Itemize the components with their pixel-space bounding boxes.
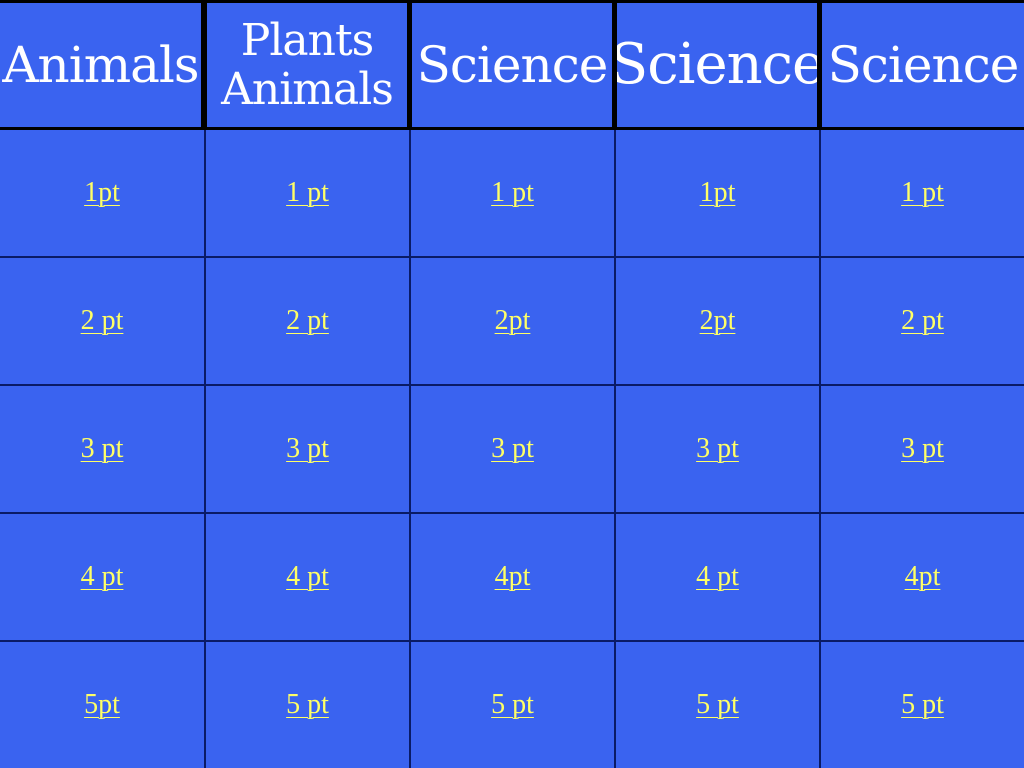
question-cell[interactable]: 4 pt [206, 514, 409, 640]
question-cell[interactable]: 2pt [616, 258, 819, 384]
grid-divider [409, 130, 411, 768]
point-link[interactable]: 2 pt [80, 305, 124, 336]
point-link[interactable]: 5 pt [491, 689, 534, 720]
question-cell[interactable]: 2 pt [206, 258, 409, 384]
point-link[interactable]: 4pt [904, 561, 941, 592]
category-title: Science [827, 36, 1020, 94]
question-cell[interactable]: 2 pt [0, 258, 204, 384]
point-link[interactable]: 5 pt [286, 689, 329, 720]
question-cell[interactable]: 3 pt [616, 386, 819, 512]
point-link[interactable]: 3 pt [696, 433, 739, 464]
point-link[interactable]: 4 pt [80, 561, 124, 592]
point-link[interactable]: 2pt [699, 305, 736, 336]
grid-divider [0, 640, 1024, 642]
point-link[interactable]: 4 pt [286, 561, 329, 592]
point-link[interactable]: 2 pt [901, 305, 944, 336]
question-cell[interactable]: 1pt [616, 130, 819, 256]
point-link[interactable]: 5 pt [901, 689, 944, 720]
point-link[interactable]: 2pt [494, 305, 531, 336]
question-cell[interactable]: 1 pt [411, 130, 614, 256]
grid-divider [614, 130, 616, 768]
point-link[interactable]: 1 pt [491, 177, 534, 208]
point-link[interactable]: 1pt [699, 177, 736, 208]
grid-divider [0, 512, 1024, 514]
category-header-science-3: Science [822, 3, 1024, 127]
point-link[interactable]: 1 pt [901, 177, 944, 208]
category-header-science-2: Science [617, 3, 817, 127]
category-header-row: Animals Plants Animals Science Science S… [0, 0, 1024, 130]
question-cell[interactable]: 5pt [0, 642, 204, 768]
point-link[interactable]: 1 pt [286, 177, 329, 208]
category-title-line-1: Plants [240, 14, 375, 66]
grid-divider [819, 130, 821, 768]
category-header-animals: Animals [0, 3, 201, 127]
question-cell[interactable]: 4 pt [616, 514, 819, 640]
point-link[interactable]: 4pt [494, 561, 531, 592]
question-cell[interactable]: 4pt [411, 514, 614, 640]
question-cell[interactable]: 2 pt [821, 258, 1024, 384]
question-cell[interactable]: 5 pt [616, 642, 819, 768]
category-header-science-1: Science [412, 3, 612, 127]
point-link[interactable]: 4 pt [696, 561, 739, 592]
question-cell[interactable]: 3 pt [411, 386, 614, 512]
point-link[interactable]: 2 pt [286, 305, 329, 336]
point-link[interactable]: 3 pt [491, 433, 534, 464]
question-cell[interactable]: 1 pt [821, 130, 1024, 256]
grid-divider [0, 384, 1024, 386]
question-cell[interactable]: 4 pt [0, 514, 204, 640]
question-cell[interactable]: 3 pt [821, 386, 1024, 512]
question-cell[interactable]: 5 pt [821, 642, 1024, 768]
question-cell[interactable]: 4pt [821, 514, 1024, 640]
grid-divider [0, 256, 1024, 258]
question-cell[interactable]: 1 pt [206, 130, 409, 256]
grid-divider [204, 130, 206, 768]
question-cell[interactable]: 5 pt [411, 642, 614, 768]
category-title: Science [617, 32, 817, 97]
point-link[interactable]: 3 pt [80, 433, 124, 464]
point-link[interactable]: 5pt [84, 689, 120, 720]
point-link[interactable]: 3 pt [901, 433, 944, 464]
point-link[interactable]: 3 pt [286, 433, 329, 464]
question-cell[interactable]: 2pt [411, 258, 614, 384]
question-cell[interactable]: 3 pt [0, 386, 204, 512]
category-title-line-2: Animals [221, 64, 394, 115]
point-link[interactable]: 5 pt [696, 689, 739, 720]
question-cell[interactable]: 5 pt [206, 642, 409, 768]
point-link[interactable]: 1pt [84, 177, 120, 208]
question-cell[interactable]: 3 pt [206, 386, 409, 512]
category-title: Animals [2, 36, 199, 94]
category-title: Science [416, 36, 609, 94]
question-cell[interactable]: 1pt [0, 130, 204, 256]
category-header-plants-animals: Plants Animals [207, 3, 407, 127]
